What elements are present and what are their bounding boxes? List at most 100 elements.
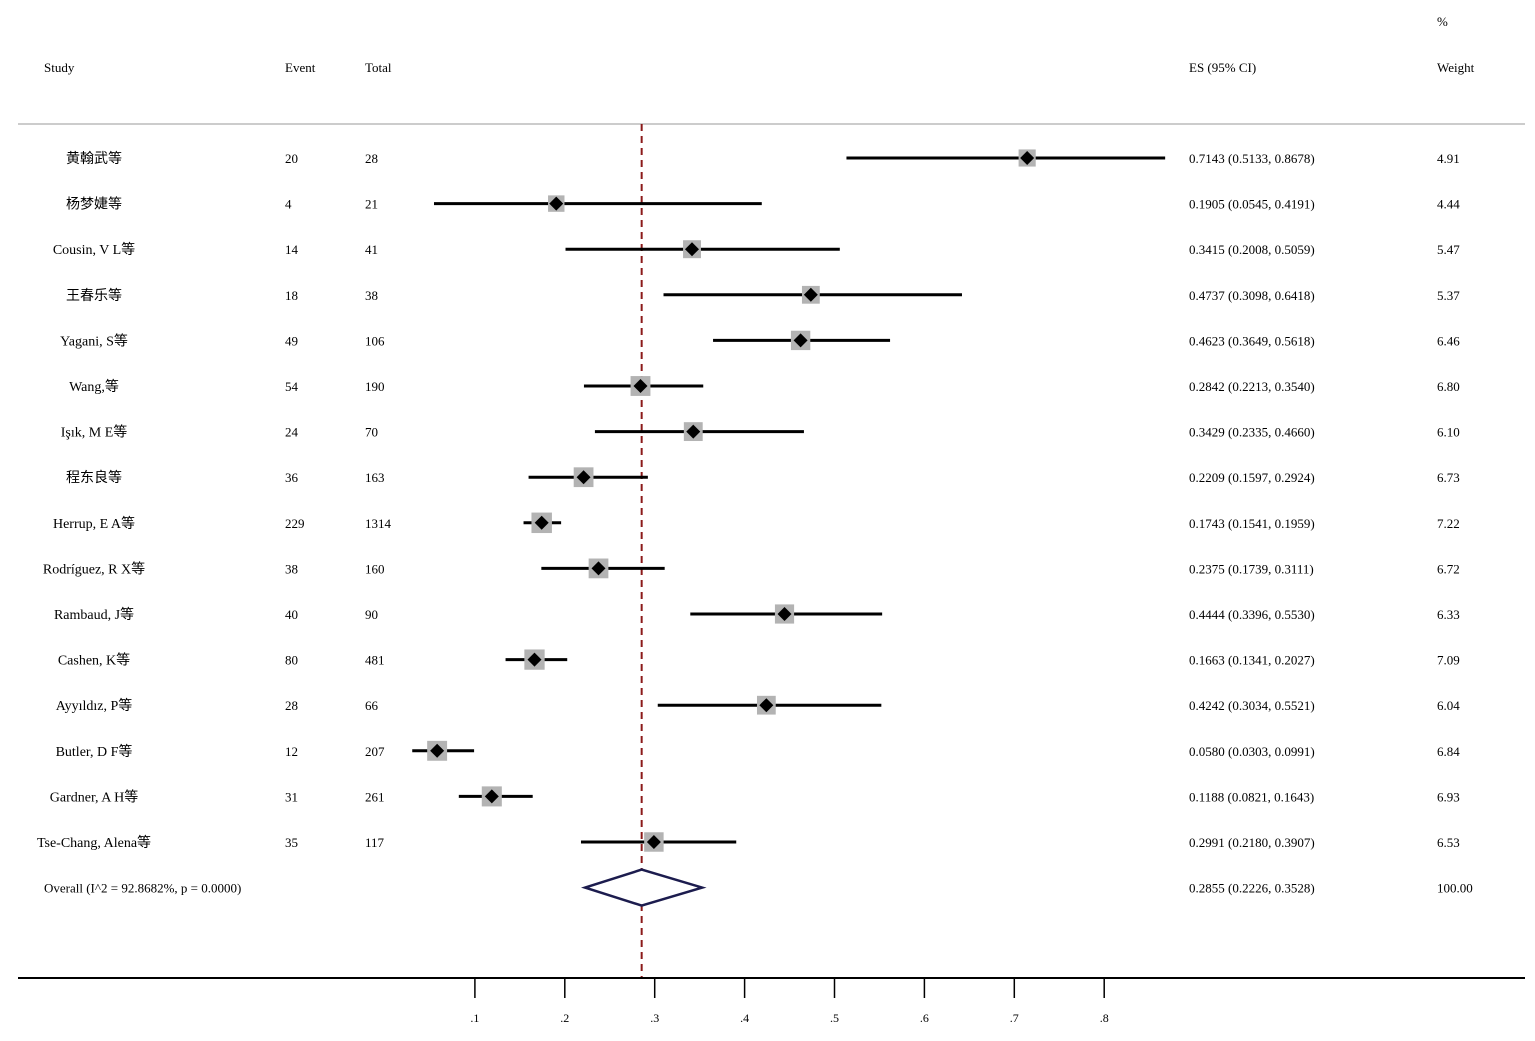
header-study: Study xyxy=(44,60,75,75)
effect-size-ci: 0.3429 (0.2335, 0.4660) xyxy=(1189,425,1315,440)
total-count: 28 xyxy=(365,151,378,166)
study-row: Yagani, S等 49 106 0.4623 (0.3649, 0.5618) 6.… xyxy=(60,330,1460,351)
study-row: Tse-Chang, Alena等 35 117 0.2991 (0.2180, 0.… xyxy=(37,832,1460,852)
weight-value: 5.47 xyxy=(1437,242,1460,257)
effect-size-ci: 0.1905 (0.0545, 0.4191) xyxy=(1189,197,1315,212)
point-estimate-marker xyxy=(646,835,661,849)
effect-size-ci: 0.2991 (0.2180, 0.3907) xyxy=(1189,835,1315,850)
point-estimate-marker xyxy=(534,515,549,530)
study-name: 黄翰武等 xyxy=(66,150,122,167)
weight-value: 7.22 xyxy=(1437,516,1460,531)
study-name: 杨梦婕等 xyxy=(66,196,122,213)
weight-value: 4.91 xyxy=(1437,151,1460,166)
event-count: 4 xyxy=(285,197,292,212)
event-count: 36 xyxy=(285,470,299,485)
point-estimate-marker xyxy=(777,607,792,621)
study-row: 王春乐等 18 38 0.4737 (0.3098, 0.6418) 5.37 xyxy=(66,285,1460,304)
total-count: 481 xyxy=(365,653,385,668)
study-name: Butler, D F等 xyxy=(56,743,133,760)
total-count: 190 xyxy=(365,379,385,394)
weight-value: 4.44 xyxy=(1437,197,1460,212)
total-count: 70 xyxy=(365,425,378,440)
study-row: 黄翰武等 20 28 0.7143 (0.5133, 0.8678) 4.91 xyxy=(66,149,1460,167)
study-rows: 黄翰武等 20 28 0.7143 (0.5133, 0.8678) 4.91 杨梦婕等 4… xyxy=(37,149,1460,852)
total-count: 38 xyxy=(365,288,378,303)
study-name: Ayyıldız, P等 xyxy=(56,697,133,714)
total-count: 261 xyxy=(365,789,385,804)
overall-row: Overall (I^2 = 92.8682%, p = 0.0000) 0.28… xyxy=(44,868,1473,907)
effect-size-ci: 0.1188 (0.0821, 0.1643) xyxy=(1189,789,1314,804)
study-name: Wang,等 xyxy=(69,378,119,395)
effect-size-ci: 0.4242 (0.3034, 0.5521) xyxy=(1189,698,1315,713)
effect-size-ci: 0.3415 (0.2008, 0.5059) xyxy=(1189,242,1315,257)
study-row: Rodríguez, R X等 38 160 0.2375 (0.1739, 0.31… xyxy=(43,558,1460,579)
point-estimate-marker xyxy=(527,652,542,667)
study-name: Tse-Chang, Alena等 xyxy=(37,834,151,851)
effect-size-ci: 0.0580 (0.0303, 0.0991) xyxy=(1189,744,1315,759)
total-count: 106 xyxy=(365,333,385,348)
event-count: 49 xyxy=(285,333,298,348)
x-tick-label: .8 xyxy=(1100,1011,1109,1025)
total-count: 207 xyxy=(365,744,385,759)
weight-value: 6.93 xyxy=(1437,789,1460,804)
total-count: 21 xyxy=(365,197,378,212)
header-total: Total xyxy=(365,60,392,75)
study-name: Cousin, V L等 xyxy=(53,241,135,258)
event-count: 12 xyxy=(285,744,298,759)
study-row: Cousin, V L等 14 41 0.3415 (0.2008, 0.5059) 5… xyxy=(53,240,1460,258)
event-count: 24 xyxy=(285,425,299,440)
header-event: Event xyxy=(285,60,316,75)
point-estimate-marker xyxy=(1020,151,1035,165)
study-row: Butler, D F等 12 207 0.0580 (0.0303, 0.0991)… xyxy=(56,740,1460,761)
event-count: 31 xyxy=(285,789,298,804)
total-count: 90 xyxy=(365,607,378,622)
x-tick-label: .7 xyxy=(1010,1011,1019,1025)
point-estimate-marker xyxy=(633,379,648,393)
effect-size-ci: 0.2375 (0.1739, 0.3111) xyxy=(1189,561,1314,576)
point-estimate-marker xyxy=(759,698,774,713)
point-estimate-marker xyxy=(576,470,591,485)
effect-size-ci: 0.4444 (0.3396, 0.5530) xyxy=(1189,607,1315,622)
event-count: 80 xyxy=(285,653,298,668)
study-row: Rambaud, J等 40 90 0.4444 (0.3396, 0.5530) 6.… xyxy=(54,604,1460,624)
event-count: 18 xyxy=(285,288,298,303)
study-row: Herrup, E A等 229 1314 0.1743 (0.1541, 0.195… xyxy=(53,512,1460,534)
total-count: 160 xyxy=(365,561,385,576)
header-es: ES (95% CI) xyxy=(1189,60,1256,75)
header-weight: Weight xyxy=(1437,60,1475,75)
study-row: 程东良等 36 163 0.2209 (0.1597, 0.2924) 6.73 xyxy=(66,467,1460,488)
point-estimate-marker xyxy=(686,424,701,439)
weight-value: 7.09 xyxy=(1437,653,1460,668)
header: Study Event Total ES (95% CI) % Weight xyxy=(44,14,1475,75)
effect-size-ci: 0.1663 (0.1341, 0.2027) xyxy=(1189,653,1315,668)
x-tick-label: .3 xyxy=(650,1011,659,1025)
study-row: Wang,等 54 190 0.2842 (0.2213, 0.3540) 6.80 xyxy=(69,376,1460,396)
study-name: Rodríguez, R X等 xyxy=(43,560,145,577)
total-count: 41 xyxy=(365,242,378,257)
study-name: 王春乐等 xyxy=(66,287,122,304)
study-name: Gardner, A H等 xyxy=(50,788,138,805)
weight-value: 6.73 xyxy=(1437,470,1460,485)
study-name: Rambaud, J等 xyxy=(54,606,134,623)
event-count: 20 xyxy=(285,151,298,166)
x-axis: .1 .2 .3 .4 .5 .6 .7 .8 xyxy=(18,977,1525,1025)
weight-value: 6.84 xyxy=(1437,744,1460,759)
weight-value: 6.46 xyxy=(1437,333,1460,348)
weight-value: 6.53 xyxy=(1437,835,1460,850)
event-count: 229 xyxy=(285,516,305,531)
x-tick-label: .6 xyxy=(920,1011,929,1025)
weight-value: 6.10 xyxy=(1437,425,1460,440)
x-tick-label: .5 xyxy=(830,1011,839,1025)
total-count: 163 xyxy=(365,470,385,485)
event-count: 38 xyxy=(285,561,298,576)
overall-diamond xyxy=(580,868,707,907)
overall-label: Overall (I^2 = 92.8682%, p = 0.0000) xyxy=(44,881,241,896)
event-count: 28 xyxy=(285,698,298,713)
event-count: 54 xyxy=(285,379,299,394)
point-estimate-marker xyxy=(685,242,700,257)
total-count: 66 xyxy=(365,698,379,713)
study-row: Ayyıldız, P等 28 66 0.4242 (0.3034, 0.5521) 6… xyxy=(56,695,1460,715)
study-row: Gardner, A H等 31 261 0.1188 (0.0821, 0.1643… xyxy=(50,786,1460,807)
study-name: Yagani, S等 xyxy=(60,332,128,349)
